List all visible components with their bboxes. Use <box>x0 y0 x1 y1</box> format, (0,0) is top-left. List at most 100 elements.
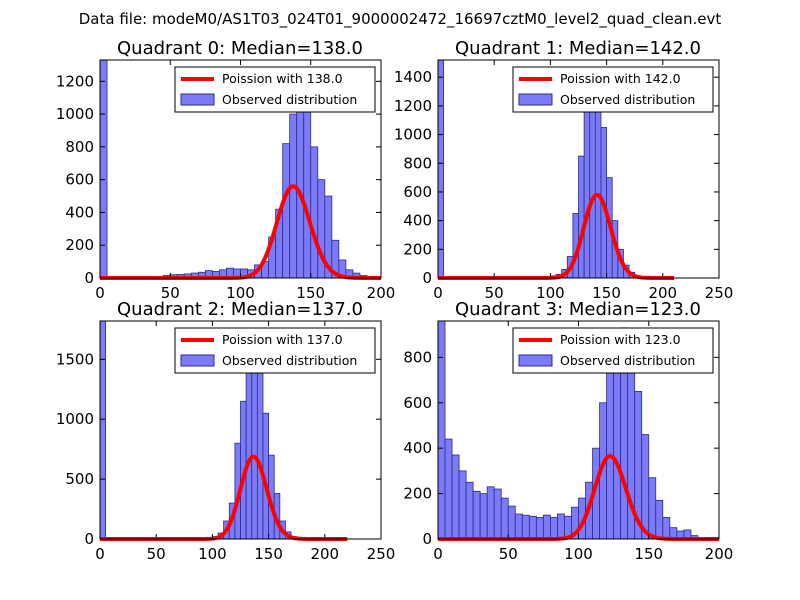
quadrant-2-y-tick-label: 1000 <box>56 410 94 428</box>
quadrant-2-legend-bar-swatch <box>180 354 215 367</box>
quadrant-1-y-tick-label: 0 <box>422 269 432 287</box>
quadrant-1-y-tick-label: 400 <box>403 212 432 230</box>
quadrant-3-x-tick-label: 100 <box>564 545 593 563</box>
quadrant-2-legend: Poission with 137.0 Observed distributio… <box>174 327 376 374</box>
quadrant-3-y-tick-label: 0 <box>422 530 432 548</box>
quadrant-2-x-tick-label: 0 <box>95 545 105 563</box>
quadrant-3-histogram-bar <box>472 490 481 540</box>
quadrant-0-x-tick-label: 150 <box>296 284 325 302</box>
quadrant-3-histogram-bar <box>542 514 551 540</box>
quadrant-3-x-tick-label: 200 <box>705 545 734 563</box>
quadrant-3-y-tick-label: 400 <box>403 439 432 457</box>
quadrant-0-title: Quadrant 0: Median=138.0 <box>117 38 363 59</box>
quadrant-0-histogram-bar <box>310 146 319 279</box>
quadrant-2-y-tick-label: 500 <box>65 470 94 488</box>
quadrant-0-y-tick-label: 1200 <box>56 72 94 90</box>
quadrant-0-legend-observed-label: Observed distribution <box>222 92 357 107</box>
quadrant-3-panel: Quadrant 3: Median=123.0 0 50 100 150 200 0 20… <box>403 299 733 563</box>
quadrant-2-y-tick-label: 1500 <box>56 350 94 368</box>
quadrant-3-histogram-bar <box>500 497 509 540</box>
quadrant-2-title: Quadrant 2: Median=137.0 <box>117 299 363 320</box>
quadrant-1-x-tick-label: 150 <box>592 284 621 302</box>
quadrant-3-histogram-bar <box>465 481 474 540</box>
quadrant-0-y-tick-label: 800 <box>65 138 94 156</box>
quadrant-3-histogram-bar <box>528 515 537 540</box>
quadrant-0-histogram-bar <box>282 143 291 279</box>
quadrant-1-y-tick-label: 1200 <box>394 97 432 115</box>
quadrant-2-histogram-bar <box>99 320 107 540</box>
quadrant-3-title: Quadrant 3: Median=123.0 <box>455 299 701 320</box>
quadrant-1-x-tick-label: 200 <box>648 284 677 302</box>
quadrant-3-legend-bar-swatch <box>518 354 553 367</box>
quadrant-3-histogram-bar <box>493 488 502 540</box>
quadrant-1-y-tick-label: 600 <box>403 183 432 201</box>
quadrant-2-histogram-bar <box>256 358 264 540</box>
quadrant-3-y-tick-label: 600 <box>403 394 432 412</box>
quadrant-3-histogram-bar <box>444 438 453 540</box>
quadrant-3-histogram-bar <box>479 493 488 540</box>
quadrant-3-histogram-bar <box>606 356 615 540</box>
quadrant-3-y-tick-label: 200 <box>403 485 432 503</box>
quadrant-3-y-tick-label: 800 <box>403 348 432 366</box>
quadrant-1-y-tick-label: 1000 <box>394 126 432 144</box>
quadrant-1-legend-fit-label: Poission with 142.0 <box>560 71 681 86</box>
quadrant-1-y-tick-label: 200 <box>403 240 432 258</box>
quadrant-1-axes-frame <box>437 59 720 279</box>
quadrant-0-y-tick-label: 600 <box>65 171 94 189</box>
quadrant-2-legend-fit-label: Poission with 137.0 <box>222 332 343 347</box>
quadrant-0-y-tick-label: 0 <box>84 269 94 287</box>
quadrant-3-histogram-bar <box>662 517 671 540</box>
quadrant-1-x-tick-label: 100 <box>536 284 565 302</box>
quadrant-1-histogram-bar <box>578 155 585 279</box>
quadrant-3-histogram-bar <box>437 320 446 540</box>
quadrant-0-legend-bar-swatch <box>180 93 215 106</box>
quadrant-3-x-tick-label: 150 <box>634 545 663 563</box>
quadrant-2-x-tick-label: 200 <box>310 545 339 563</box>
quadrant-1-y-tick-label: 800 <box>403 154 432 172</box>
quadrant-0-x-tick-label: 200 <box>367 284 396 302</box>
quadrant-1-x-tick-label: 250 <box>705 284 734 302</box>
quadrant-2-x-tick-label: 100 <box>198 545 227 563</box>
quadrant-3-x-tick-label: 0 <box>433 545 443 563</box>
quadrant-1-legend: Poission with 142.0 Observed distributio… <box>512 66 714 113</box>
quadrant-1-panel: Quadrant 1: Median=142.0 0 50 100 150 200 250… <box>394 38 734 302</box>
quadrant-0-y-tick-label: 1000 <box>56 105 94 123</box>
quadrant-3-histogram-bar <box>507 505 516 540</box>
quadrant-3-legend: Poission with 123.0 Observed distributio… <box>512 327 714 374</box>
quadrant-0-legend: Poission with 138.0 Observed distributio… <box>174 66 376 113</box>
quadrant-3-histogram-bar <box>458 470 467 540</box>
quadrant-0-histogram-bar <box>296 89 305 279</box>
quadrant-0-legend-fit-label: Poission with 138.0 <box>222 71 343 86</box>
quadrant-0-legend-frame <box>174 66 376 113</box>
quadrant-1-x-tick-label: 50 <box>485 284 504 302</box>
quadrant-1-poisson-curve <box>437 192 675 280</box>
quadrant-3-histogram-bar <box>655 499 664 540</box>
quadrant-0-plot-area: 0 50 100 150 200 0 200 400 600 800 1000 1200 <box>56 59 396 302</box>
figure-suptitle: Data file: modeM0/AS1T03_024T01_90000024… <box>79 10 722 29</box>
quadrant-1-plot-area: 0 50 100 150 200 250 0 200 400 600 800 1000 1200 1400 <box>394 59 734 302</box>
quadrant-2-legend-observed-label: Observed distribution <box>222 353 357 368</box>
quadrant-0-y-tick-label: 200 <box>65 236 94 254</box>
quadrant-3-histogram-bar <box>648 477 657 540</box>
quadrant-1-histogram-bar <box>583 105 591 279</box>
quadrant-1-y-tick-label: 1400 <box>394 68 432 86</box>
quadrant-3-histogram-bar <box>641 434 650 540</box>
quadrant-3-histogram-bar <box>451 454 460 540</box>
quadrant-0-x-tick-label: 50 <box>161 284 180 302</box>
quadrant-2-x-tick-label: 250 <box>367 545 396 563</box>
quadrant-2-x-tick-label: 150 <box>254 545 283 563</box>
quadrant-3-histogram-bar <box>550 517 558 540</box>
quadrant-1-title: Quadrant 1: Median=142.0 <box>455 38 701 59</box>
quadrant-0-panel: Quadrant 0: Median=138.0 0 50 100 150 200 0 20… <box>56 38 396 302</box>
quadrant-3-histogram-bar <box>486 486 495 540</box>
quadrant-0-y-tick-label: 400 <box>65 203 94 221</box>
quadrant-3-legend-fit-label: Poission with 123.0 <box>560 332 681 347</box>
quadrant-3-legend-observed-label: Observed distribution <box>560 353 695 368</box>
quadrant-3-histogram-bar <box>557 513 565 540</box>
quadrant-0-x-tick-label: 100 <box>226 284 255 302</box>
quadrant-3-histogram-bar <box>514 513 523 540</box>
quadrant-1-x-tick-label: 0 <box>433 284 443 302</box>
quadrant-0-x-tick-label: 0 <box>95 284 105 302</box>
quadrant-2-y-tick-label: 0 <box>84 530 94 548</box>
